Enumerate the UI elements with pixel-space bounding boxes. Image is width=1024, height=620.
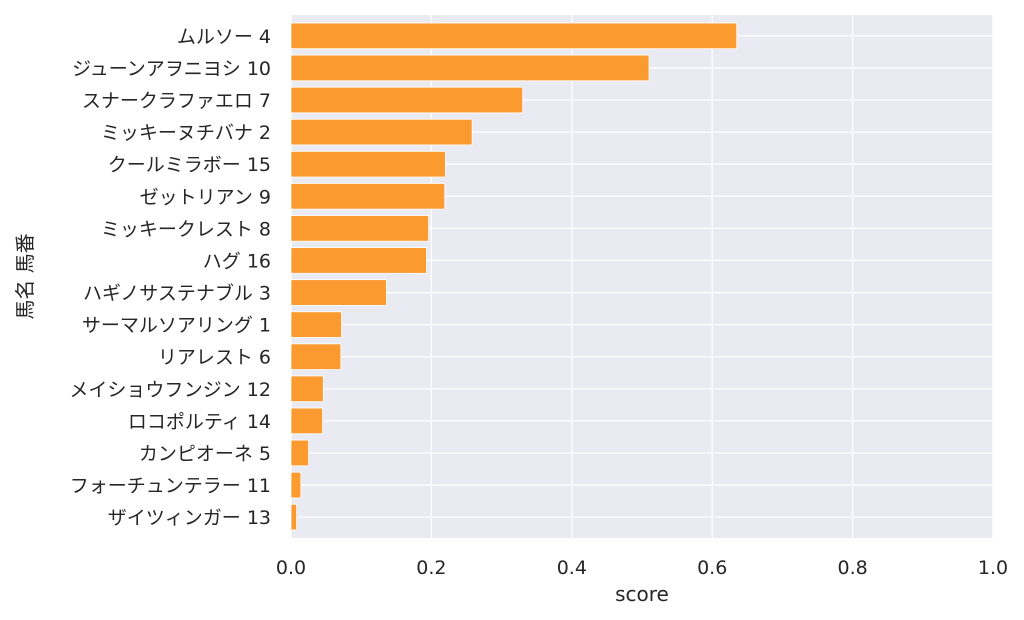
x-tick-label: 1.0 [978,557,1008,579]
y-tick-label: ジューンアヲニヨシ 10 [72,58,271,80]
y-tick-labels: ムルソー 4 ジューンアヲニヨシ 10 スナークラファエロ 7 ミッキーヌチバナ 2 ク… [69,26,271,529]
y-tick-label: ミッキークレスト 8 [101,218,271,240]
bar [290,86,524,114]
y-axis-label: 馬名 馬番 [13,233,37,319]
x-tick-label: 0.2 [416,557,446,579]
x-axis-label: score [615,582,669,606]
bars [290,22,738,531]
y-tick-label: サーマルソアリング 1 [82,315,271,337]
x-tick-labels: 0.0 0.2 0.4 0.6 0.8 1.0 [276,557,1008,579]
y-tick-label: フォーチュンテラー 11 [70,475,271,497]
bar [290,375,324,403]
bar [290,279,387,306]
y-tick-label: ゼットリアン 9 [140,186,271,208]
y-tick-label: スナークラファエロ 7 [82,90,271,112]
y-tick-label: ハグ 16 [203,250,271,272]
y-tick-label: ハギノサステナブル 3 [83,282,271,305]
bar [290,54,650,82]
x-tick-label: 0.0 [276,557,306,579]
bar [290,439,309,467]
bar [290,183,446,210]
bar [290,343,342,370]
bar [290,22,738,50]
y-tick-label: ミッキーヌチバナ 2 [101,122,271,144]
bar [290,471,302,499]
bar [290,150,446,178]
bar [290,503,298,531]
y-tick-label: リアレスト 6 [158,347,271,369]
bar [290,407,323,435]
y-tick-label: ザイツィンガー 13 [108,507,271,529]
bar [290,118,473,146]
bar [290,247,427,274]
y-tick-label: カンピオーネ 5 [139,443,271,465]
y-tick-label: メイショウフンジン 12 [69,379,271,401]
y-tick-label: ロコポルティ 14 [128,411,271,433]
x-tick-label: 0.4 [557,557,587,579]
y-tick-label: クールミラボー 15 [108,154,271,176]
x-tick-label: 0.8 [837,557,867,579]
bar [290,215,429,242]
bar [290,311,342,338]
x-tick-label: 0.6 [697,557,727,579]
y-tick-label: ムルソー 4 [177,26,271,48]
